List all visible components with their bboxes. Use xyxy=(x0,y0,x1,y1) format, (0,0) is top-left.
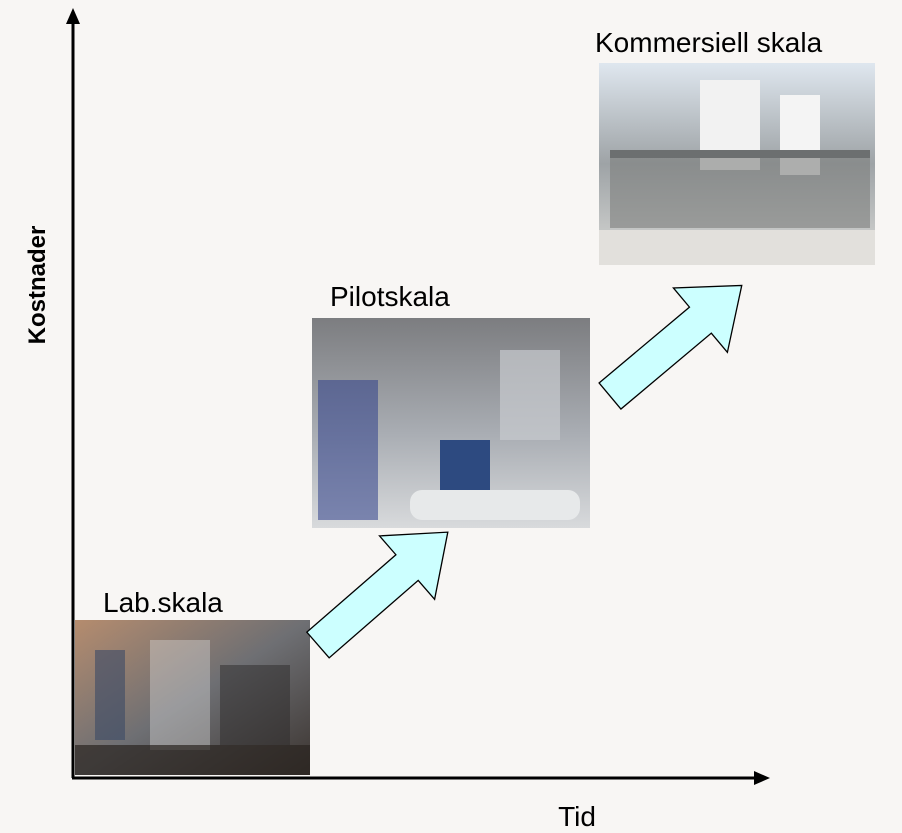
stage-label: Pilotskala xyxy=(330,281,450,312)
pilot-photo xyxy=(312,318,590,528)
lab-photo xyxy=(75,620,310,775)
y-axis-label: Kostnader xyxy=(24,226,51,345)
diagram: Kostnader Tid Lab.skala Pilotskala Komme… xyxy=(0,0,902,833)
page: Kostnader Tid Lab.skala Pilotskala Komme… xyxy=(0,0,902,833)
commercial-photo xyxy=(599,63,875,265)
stage-label: Lab.skala xyxy=(103,587,223,618)
stage-label: Kommersiell skala xyxy=(595,27,823,58)
x-axis-label: Tid xyxy=(558,801,596,832)
